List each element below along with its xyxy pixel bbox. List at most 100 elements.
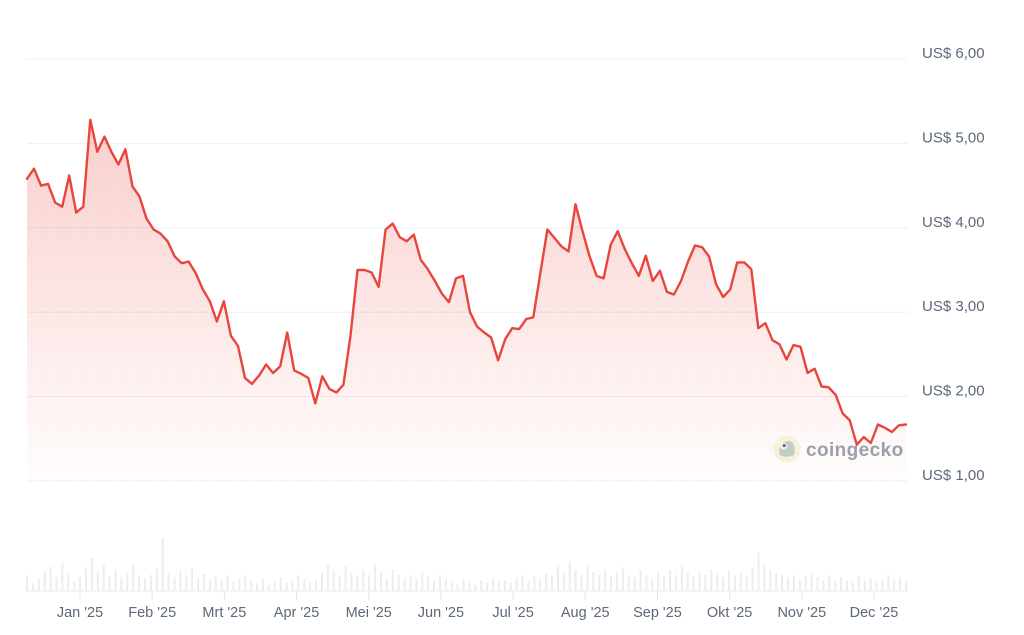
gecko-eye — [782, 444, 786, 448]
volume-bar — [338, 575, 341, 591]
volume-bar — [657, 571, 660, 591]
volume-bar — [155, 568, 158, 591]
volume-bar — [379, 571, 382, 591]
volume-bar — [90, 558, 93, 591]
y-axis-label: US$ 4,00 — [922, 214, 985, 231]
volume-bar — [244, 575, 247, 591]
volume-bar — [710, 569, 713, 591]
volume-bar — [356, 576, 359, 591]
volume-bar — [615, 571, 618, 591]
volume-bar — [562, 572, 565, 591]
volume-bar — [792, 575, 795, 591]
volume-bar — [291, 580, 294, 591]
volume-bar — [533, 576, 536, 591]
volume-bar — [610, 576, 613, 591]
volume-bar — [745, 575, 748, 591]
volume-bar — [722, 577, 725, 591]
volume-bar — [374, 564, 377, 591]
x-axis-label: Apr '25 — [274, 605, 320, 621]
volume-bar — [887, 575, 890, 591]
volume-bar — [822, 580, 825, 591]
volume-bar — [568, 561, 571, 591]
volume-bar — [869, 578, 872, 591]
volume-bar — [173, 577, 176, 591]
volume-bar — [686, 572, 689, 591]
volume-bar — [179, 570, 182, 591]
volume-bar — [315, 580, 318, 591]
volume-bar — [851, 582, 854, 591]
volume-bar — [645, 575, 648, 591]
volume-bar — [739, 572, 742, 591]
volume-bar — [592, 571, 595, 591]
volume-bar — [674, 575, 677, 591]
volume-bar — [49, 566, 52, 591]
volume-bar — [344, 566, 347, 591]
volume-bar — [256, 583, 259, 591]
volume-bar — [716, 574, 719, 591]
volume-bar — [704, 575, 707, 591]
volume-bar — [728, 570, 731, 591]
y-axis-label: US$ 6,00 — [922, 45, 985, 62]
x-axis-labels: Jan '25 Feb '25 Mrt '25 Apr '25 Mei '25 Jun '… — [57, 605, 899, 621]
volume-bar — [208, 580, 211, 591]
volume-bar — [474, 584, 477, 591]
volume-bar — [539, 579, 542, 591]
volume-bar — [627, 575, 630, 591]
volume-bar — [462, 579, 465, 591]
volume-bar — [67, 572, 70, 591]
volume-bar — [521, 575, 524, 591]
volume-bar — [385, 578, 388, 591]
volume-bar — [362, 569, 365, 591]
volume-bar — [492, 578, 495, 591]
volume-bar — [798, 579, 801, 591]
volume-bar — [863, 580, 866, 591]
volume-bar — [73, 581, 76, 591]
volume-bar — [391, 569, 394, 591]
volume-bar — [114, 569, 117, 591]
volume-bar — [639, 570, 642, 591]
volume-bar — [226, 575, 229, 591]
volume-bar — [368, 575, 371, 591]
volume-bar — [840, 577, 843, 591]
volume-bar — [427, 576, 430, 591]
coingecko-watermark[interactable]: coingecko — [773, 435, 904, 463]
volume-bar — [350, 572, 353, 591]
volume-bar — [763, 564, 766, 591]
volume-bar — [26, 575, 28, 591]
x-axis-label: Feb '25 — [128, 605, 176, 621]
x-axis-label: Okt '25 — [707, 605, 752, 621]
volume-bar — [409, 575, 412, 591]
volume-bar — [527, 580, 530, 591]
volume-bar — [846, 580, 849, 591]
volume-bar — [191, 567, 194, 591]
volume-bar — [421, 571, 424, 591]
volume-bar — [810, 572, 813, 591]
volume-bar — [438, 575, 441, 591]
volume-bar — [604, 569, 607, 591]
volume-bar — [456, 583, 459, 591]
volume-bar — [509, 582, 512, 591]
x-axis-label: Aug '25 — [561, 605, 610, 621]
volume-bar — [680, 566, 683, 591]
volume-bar — [857, 576, 860, 591]
volume-bar — [515, 578, 518, 591]
volume-bar — [775, 572, 778, 591]
volume-bar — [503, 580, 506, 591]
volume-bar — [303, 579, 306, 591]
volume-bar — [899, 577, 902, 591]
volume-bar — [769, 569, 772, 591]
volume-bar — [332, 569, 335, 591]
volume-bar — [37, 579, 40, 591]
volume-bar — [320, 572, 323, 591]
volume-bar — [486, 582, 489, 591]
volume-bar — [108, 576, 111, 591]
coingecko-watermark-text: coingecko — [806, 440, 904, 461]
price-line — [25, 118, 908, 446]
x-axis-label: Mrt '25 — [202, 605, 246, 621]
volume-bar — [167, 572, 170, 591]
volume-bar — [132, 565, 135, 591]
volume-bar — [551, 575, 554, 591]
volume-bar — [651, 579, 654, 591]
